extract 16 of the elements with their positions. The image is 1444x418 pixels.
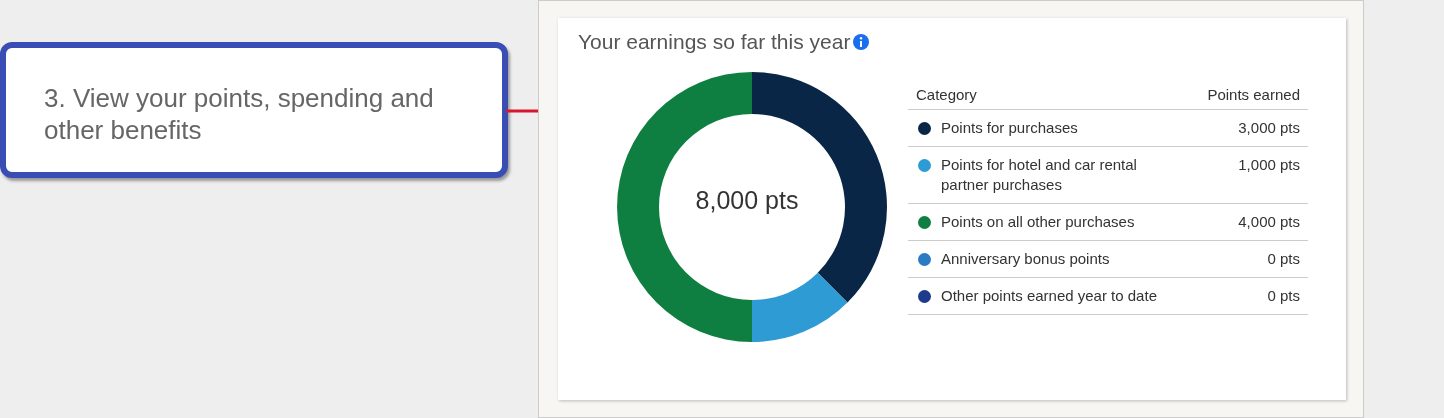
data-label: 1,000 pts (1238, 155, 1300, 175)
text: Category (916, 86, 977, 103)
donut-slice (752, 272, 848, 342)
legend-label: Points for hotel and car rental partner purchases (941, 155, 1138, 195)
text: 0 pts (1267, 287, 1300, 304)
text: 8,000 pts (694, 186, 800, 215)
text: 0 pts (1267, 250, 1300, 267)
text: 3. View your points, spending and other benefits (44, 82, 435, 146)
legend-label: Points on all other purchases (941, 212, 1136, 232)
legend-label: Anniversary bonus points (941, 249, 1111, 269)
data-label: 4,000 pts (1238, 212, 1300, 232)
data-label: 3,000 pts (1238, 118, 1300, 138)
legend-label: Other points earned year to date (941, 286, 1158, 306)
text: Points earned (1207, 86, 1300, 103)
chart-title: Your earnings so far this year (578, 30, 851, 54)
legend-label: Points for purchases (941, 118, 1079, 138)
